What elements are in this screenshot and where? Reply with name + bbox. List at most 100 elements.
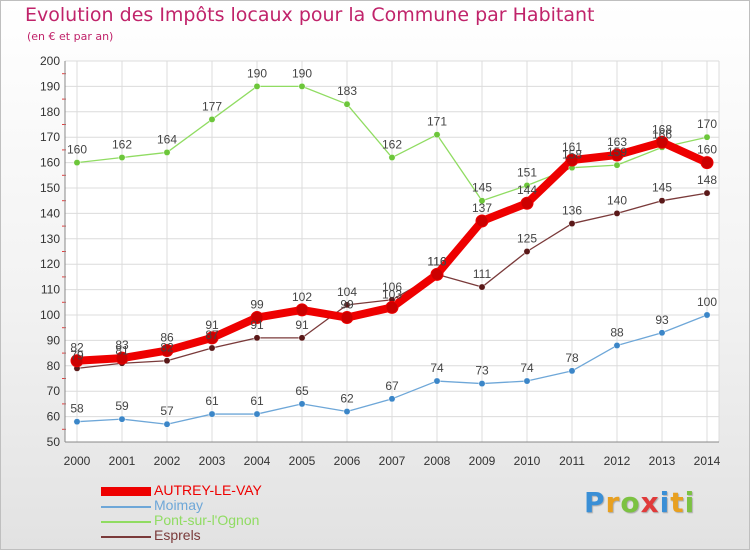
data-label-autrey-le-vay: 82 (70, 341, 84, 355)
data-point-esprels (478, 283, 486, 291)
data-label-moimay: 65 (295, 384, 309, 398)
data-point-autrey-le-vay (610, 148, 624, 162)
data-label-autrey-le-vay: 116 (427, 254, 446, 268)
data-label-moimay: 93 (655, 313, 669, 327)
data-point-moimay (568, 367, 576, 375)
data-point-pont-sur-l-ognon (163, 148, 171, 156)
data-label-moimay: 74 (520, 361, 534, 375)
data-label-autrey-le-vay: 103 (382, 287, 402, 301)
data-label-esprels: 87 (205, 328, 219, 342)
x-tick-label: 2010 (514, 454, 541, 468)
data-point-moimay (208, 410, 216, 418)
data-point-pont-sur-l-ognon (613, 161, 621, 169)
data-label-pont-sur-l-ognon: 158 (562, 148, 582, 162)
data-label-autrey-le-vay: 83 (115, 338, 129, 352)
data-label-esprels: 104 (337, 285, 357, 299)
axes: 50 60 70 80 90 100 110 120 130 140 150 160 170 180 190… (40, 54, 721, 468)
data-label-pont-sur-l-ognon: 160 (67, 143, 87, 157)
chart-title: Evolution des Impôts locaux pour la Comm… (25, 4, 595, 26)
logo-letter: t (670, 486, 685, 519)
y-tick-label: 90 (47, 333, 61, 347)
data-label-moimay: 67 (385, 379, 399, 393)
y-tick-label: 150 (40, 181, 60, 195)
chart-subtitle: (en € et par an) (27, 30, 114, 43)
y-tick-label: 50 (47, 435, 61, 449)
y-tick-label: 140 (40, 206, 60, 220)
data-point-pont-sur-l-ognon (118, 154, 126, 161)
legend-label: Esprels (154, 527, 201, 543)
data-point-moimay (478, 380, 486, 388)
data-point-esprels (658, 197, 666, 205)
data-point-pont-sur-l-ognon (433, 131, 441, 139)
y-tick-label: 110 (41, 283, 60, 297)
y-tick-label: 70 (47, 384, 61, 398)
data-label-pont-sur-l-ognon: 166 (652, 127, 672, 141)
data-label-autrey-le-vay: 160 (697, 143, 717, 157)
logo-letter: o (620, 486, 641, 519)
data-label-moimay: 61 (250, 394, 264, 408)
data-label-pont-sur-l-ognon: 190 (292, 66, 312, 80)
x-tick-label: 2014 (694, 454, 721, 468)
data-point-moimay (298, 400, 306, 408)
data-label-esprels: 111 (473, 267, 492, 281)
data-label-moimay: 61 (205, 394, 219, 408)
x-tick-label: 2000 (64, 454, 91, 468)
data-point-moimay (613, 342, 621, 349)
data-label-pont-sur-l-ognon: 151 (517, 165, 537, 179)
data-point-pont-sur-l-ognon (703, 133, 711, 141)
data-point-moimay (118, 415, 126, 423)
y-tick-label: 200 (40, 54, 60, 68)
logo-letter: r (605, 486, 621, 519)
data-point-pont-sur-l-ognon (523, 182, 531, 189)
y-tick-label: 120 (40, 257, 60, 271)
x-tick-label: 2004 (244, 454, 271, 468)
legend-swatch (101, 521, 151, 523)
data-point-pont-sur-l-ognon (478, 197, 486, 205)
data-label-esprels: 125 (517, 232, 537, 246)
data-point-moimay (343, 408, 351, 415)
data-label-pont-sur-l-ognon: 177 (202, 99, 222, 113)
y-tick-label: 60 (47, 410, 61, 424)
data-label-esprels: 91 (250, 318, 264, 332)
data-point-esprels (253, 334, 261, 342)
data-label-autrey-le-vay: 91 (205, 318, 219, 332)
data-label-pont-sur-l-ognon: 159 (607, 145, 627, 159)
series-markers (70, 82, 714, 428)
data-label-moimay: 57 (160, 404, 174, 418)
legend-label: AUTREY-LE-VAY (154, 482, 262, 498)
data-point-autrey-le-vay (295, 303, 309, 317)
proxiti-logo: Proxiti (584, 486, 695, 519)
data-point-autrey-le-vay (340, 311, 354, 325)
data-point-esprels (523, 248, 531, 255)
data-label-autrey-le-vay: 99 (340, 298, 354, 312)
data-label-autrey-le-vay: 99 (250, 298, 264, 312)
data-point-autrey-le-vay (655, 135, 669, 149)
y-tick-label: 80 (47, 359, 61, 373)
y-tick-label: 100 (40, 308, 60, 322)
y-tick-label: 160 (40, 156, 60, 170)
data-point-autrey-le-vay (115, 351, 129, 365)
data-point-esprels (703, 189, 711, 197)
data-label-moimay: 73 (475, 364, 489, 378)
data-point-autrey-le-vay (700, 156, 714, 170)
data-label-moimay: 62 (340, 392, 354, 406)
data-label-autrey-le-vay: 168 (652, 122, 672, 136)
data-point-pont-sur-l-ognon (73, 159, 81, 167)
x-tick-label: 2012 (604, 454, 631, 468)
data-label-esprels: 79 (70, 348, 84, 362)
data-point-pont-sur-l-ognon (343, 100, 351, 108)
logo-letter: i (684, 486, 696, 519)
data-label-autrey-le-vay: 137 (472, 201, 492, 215)
y-tick-label: 130 (40, 232, 60, 246)
data-label-esprels: 81 (115, 343, 129, 357)
data-point-pont-sur-l-ognon (253, 82, 261, 90)
y-tick-label: 180 (40, 105, 60, 119)
data-labels: 58 59 57 61 61 65 62 67 74 73 74 78 88 93 100 160 162 164… (67, 66, 717, 418)
data-label-autrey-le-vay: 102 (292, 290, 312, 304)
x-tick-label: 2009 (469, 454, 496, 468)
x-tick-label: 2011 (559, 454, 585, 468)
x-tick-label: 2001 (109, 454, 136, 468)
data-label-pont-sur-l-ognon: 145 (472, 181, 492, 195)
